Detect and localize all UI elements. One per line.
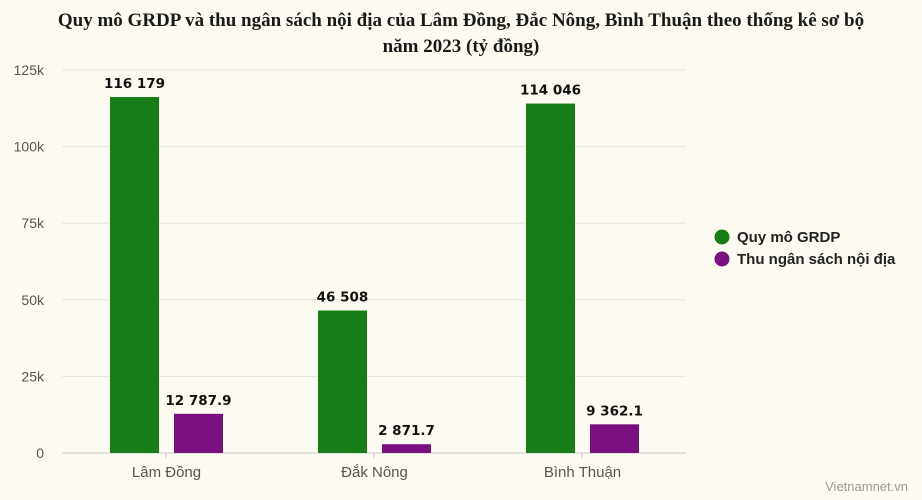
bar <box>526 103 575 454</box>
x-tick-label: Đắk Nông <box>341 464 408 481</box>
data-label: 46 508 <box>317 289 369 305</box>
legend-item[interactable]: Quy mô GRDP <box>714 229 841 246</box>
y-tick-label: 0 <box>36 445 44 461</box>
bar <box>110 97 159 454</box>
y-axis: 0 25k 50k 75k 100k 125k <box>14 62 45 461</box>
legend-label: Thu ngân sách nội địa <box>737 251 896 268</box>
legend-marker <box>714 229 730 245</box>
y-tick-label: 125k <box>14 62 45 78</box>
bars <box>110 97 639 454</box>
bar <box>318 310 367 453</box>
data-label: 9 362.1 <box>586 403 643 419</box>
bar <box>382 444 431 453</box>
legend-marker <box>714 251 730 267</box>
data-label: 116 179 <box>104 76 165 92</box>
y-tick-label: 75k <box>21 215 45 231</box>
x-tick-label: Bình Thuận <box>544 464 621 481</box>
bar <box>174 413 223 453</box>
data-label: 12 787.9 <box>165 393 231 409</box>
bar <box>590 424 639 453</box>
y-tick-label: 50k <box>21 292 45 308</box>
data-label: 2 871.7 <box>378 423 435 439</box>
x-axis: Lâm Đồng Đắk Nông Bình Thuận <box>132 453 621 481</box>
chart-title-line-2: năm 2023 (tỷ đồng) <box>382 36 540 57</box>
data-label: 114 046 <box>520 83 581 99</box>
chart-title-line-1: Quy mô GRDP và thu ngân sách nội địa của… <box>57 10 865 31</box>
y-tick-label: 25k <box>21 368 45 384</box>
legend-label: Quy mô GRDP <box>737 229 840 246</box>
legend: Quy mô GRDP Thu ngân sách nội địa <box>714 229 897 268</box>
chart-title: Quy mô GRDP và thu ngân sách nội địa của… <box>0 8 922 60</box>
y-tick-label: 100k <box>14 139 45 155</box>
source-credit: Vietnamnet.vn <box>825 479 908 494</box>
x-tick-label: Lâm Đồng <box>132 464 201 481</box>
legend-item[interactable]: Thu ngân sách nội địa <box>714 251 897 268</box>
data-labels: 116 179 12 787.9 46 508 2 871.7 114 046 9 362… <box>104 76 643 439</box>
